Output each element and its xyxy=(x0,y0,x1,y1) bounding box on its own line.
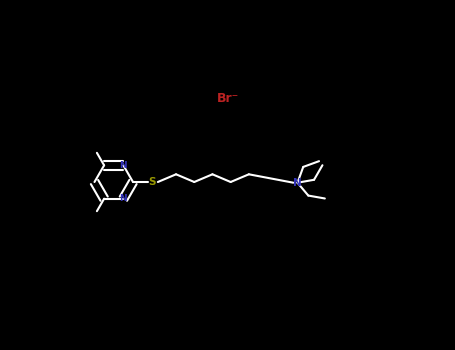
Text: N: N xyxy=(120,194,127,203)
Text: N: N xyxy=(293,178,302,188)
Text: N: N xyxy=(120,161,127,170)
Text: Br⁻: Br⁻ xyxy=(217,91,238,105)
Text: S: S xyxy=(148,177,156,187)
